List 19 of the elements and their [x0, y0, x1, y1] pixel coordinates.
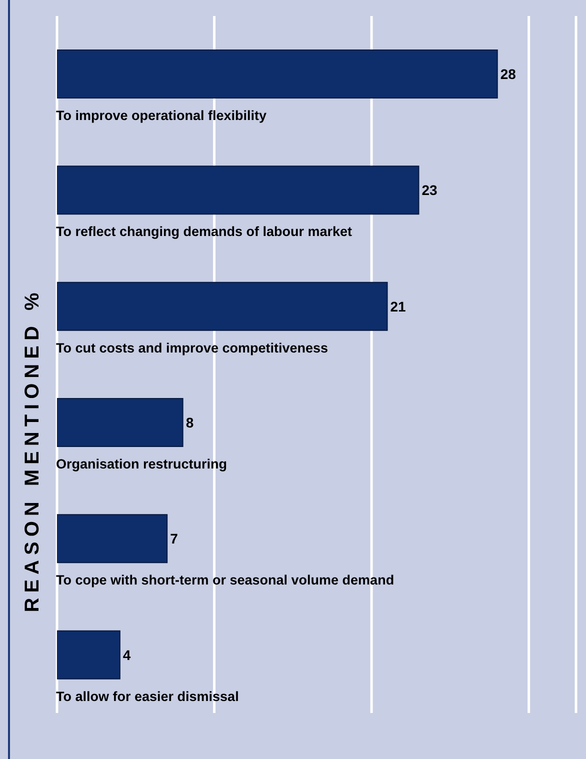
y-axis-title: REASON MENTIONED % — [22, 288, 44, 612]
data-label: 23 — [422, 182, 438, 198]
y-tick-label: To cope with short-term or seasonal volume demand — [56, 572, 394, 588]
y-tick-label: To reflect changing demands of labour market — [56, 224, 353, 240]
bar — [57, 514, 168, 564]
data-label: 8 — [186, 414, 194, 430]
bar — [57, 166, 420, 215]
y-tick-label: To cut costs and improve competitiveness — [56, 340, 328, 356]
y-tick-label: To improve operational flexibility — [56, 108, 268, 123]
data-label: 28 — [500, 66, 516, 82]
bar — [57, 630, 120, 680]
bar — [57, 282, 388, 331]
data-label: 7 — [170, 530, 178, 547]
y-tick-label: To allow for easier dismissal — [56, 688, 239, 704]
bar — [57, 398, 184, 447]
bar — [57, 50, 498, 98]
data-label: 21 — [390, 298, 406, 314]
y-tick-label: Organisation restructuring — [56, 456, 228, 472]
data-label: 4 — [122, 646, 131, 663]
